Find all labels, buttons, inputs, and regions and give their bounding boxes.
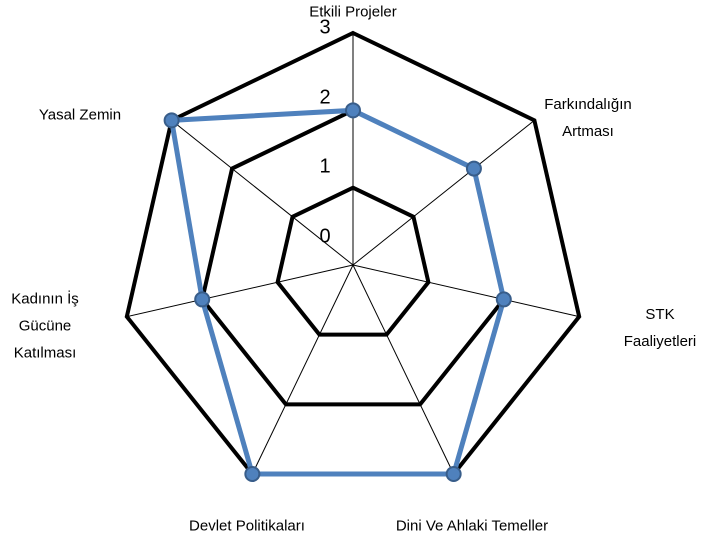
- grid-ring: [275, 185, 431, 337]
- category-label: Devlet Politikaları: [189, 517, 305, 535]
- r-tick-label: 3: [319, 16, 331, 39]
- category-label: Etkili Projeler: [309, 3, 397, 21]
- category-label: Kadının İş Gücüne Katılması: [11, 290, 79, 362]
- spoke: [126, 264, 354, 318]
- category-label: STK Faaliyetleri: [623, 306, 697, 350]
- category-label: Farkındalığın Artması: [544, 96, 632, 140]
- spoke: [352, 119, 535, 266]
- marker: [244, 466, 261, 483]
- spoke: [352, 264, 580, 318]
- r-tick-label: 2: [319, 86, 331, 109]
- r-tick-label: 0: [319, 225, 331, 248]
- category-label: Dini Ve Ahlaki Temeller: [395, 517, 549, 535]
- r-tick-label: 1: [319, 155, 331, 178]
- spoke: [251, 264, 354, 475]
- marker: [194, 291, 211, 308]
- marker: [495, 291, 512, 308]
- category-label: Yasal Zemin: [38, 106, 122, 124]
- marker: [465, 160, 482, 177]
- marker: [345, 102, 361, 119]
- spoke: [352, 264, 455, 475]
- series-line: [168, 107, 507, 477]
- marker: [163, 112, 180, 129]
- marker: [445, 466, 462, 483]
- spoke: [171, 119, 354, 266]
